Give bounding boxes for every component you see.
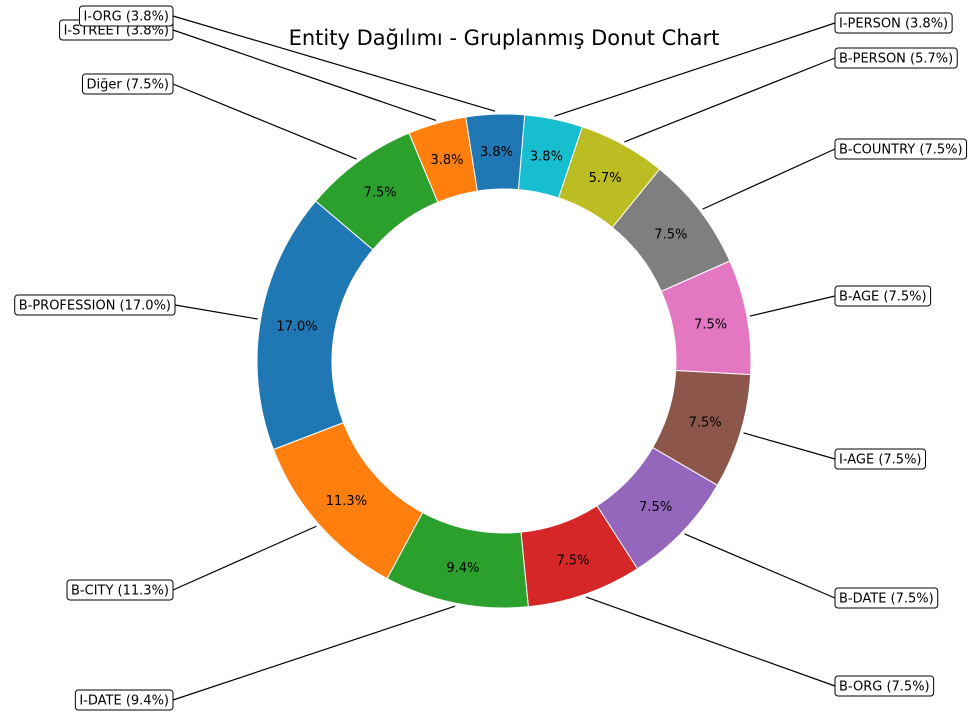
callout-box: [834, 138, 968, 160]
callout-i-org: I-ORG (3.8%): [78, 5, 174, 27]
percent-label-i-date: 9.4%: [446, 561, 479, 576]
callout-b-age: B-AGE (7.5%): [834, 285, 932, 307]
callout-box: [834, 47, 958, 69]
callout-b-city: B-CITY (11.3%): [66, 579, 174, 601]
callout-box: [834, 12, 953, 34]
callout-label: I-STREET (3.8%): [64, 24, 169, 39]
callout-box: [834, 587, 939, 609]
callout-label: B-PROFESSION (17.0%): [19, 299, 171, 314]
leader-line-b-org: [585, 596, 836, 687]
callout-label: B-AGE (7.5%): [839, 290, 927, 305]
leader-line-b-city: [172, 525, 317, 591]
callout-label: Diğer (7.5%): [86, 78, 169, 93]
percent-label-b-age: 7.5%: [694, 317, 727, 332]
callout-label: I-ORG (3.8%): [83, 10, 169, 25]
callout-box: [81, 73, 174, 95]
chart-title: Entity Dağılımı - Gruplanmış Donut Chart: [289, 26, 720, 50]
callouts-layer: I-PERSON (3.8%) B-PERSON (5.7%) B-COUNTRY …: [14, 5, 968, 711]
percent-label-b-country: 7.5%: [654, 227, 687, 242]
callout-i-age: I-AGE (7.5%): [834, 448, 926, 470]
leader-line-i-age: [743, 432, 836, 460]
leader-line-b-profession: [174, 304, 258, 320]
callout-b-date: B-DATE (7.5%): [834, 587, 939, 609]
callout-di-er: Diğer (7.5%): [81, 73, 174, 95]
callout-box: [78, 5, 174, 27]
leader-line-di-er: [172, 83, 357, 160]
callout-box: [834, 285, 932, 307]
leader-line-b-country: [702, 148, 836, 210]
percent-label-b-person: 5.7%: [589, 171, 622, 186]
callout-label: B-ORG (7.5%): [839, 680, 930, 695]
callout-b-person: B-PERSON (5.7%): [834, 47, 958, 69]
callout-box: [834, 675, 935, 697]
percent-label-i-org: 3.8%: [480, 145, 513, 160]
callout-label: B-DATE (7.5%): [839, 592, 934, 607]
leader-line-i-date: [172, 605, 456, 701]
leader-line-i-person: [554, 22, 836, 117]
callout-i-date: I-DATE (9.4%): [74, 689, 174, 711]
percent-label-i-person: 3.8%: [530, 149, 563, 164]
callout-b-profession: B-PROFESSION (17.0%): [14, 294, 176, 316]
slices-layer: [256, 113, 752, 609]
slice-i-org: [465, 113, 526, 192]
callout-label: I-DATE (9.4%): [79, 694, 169, 709]
callout-label: B-PERSON (5.7%): [839, 52, 953, 67]
leader-line-b-age: [749, 295, 836, 317]
percent-labels-layer: 3.8% 5.7% 7.5% 7.5% 7.5% 7.5% 7.5% 9.4% 11.3% 17.…: [276, 145, 727, 576]
callout-b-org: B-ORG (7.5%): [834, 675, 935, 697]
percent-label-b-city: 11.3%: [326, 494, 367, 509]
percent-label-b-profession: 17.0%: [276, 320, 317, 335]
percent-label-i-age: 7.5%: [689, 415, 722, 430]
callout-label: B-CITY (11.3%): [71, 584, 169, 599]
callout-b-country: B-COUNTRY (7.5%): [834, 138, 968, 160]
callout-i-person: I-PERSON (3.8%): [834, 12, 953, 34]
callout-label: I-AGE (7.5%): [839, 453, 922, 468]
callout-box: [14, 294, 176, 316]
callout-box: [74, 689, 174, 711]
leader-line-b-person: [624, 57, 836, 143]
callout-box: [66, 579, 174, 601]
leader-line-i-org: [172, 15, 496, 112]
callout-label: B-COUNTRY (7.5%): [839, 143, 963, 158]
percent-label-di-er: 7.5%: [364, 185, 397, 200]
callout-box: [834, 448, 926, 470]
callout-label: I-PERSON (3.8%): [839, 17, 948, 32]
leader-line-i-street: [172, 29, 437, 121]
leader-line-b-date: [684, 533, 836, 599]
percent-label-b-date: 7.5%: [639, 500, 672, 515]
percent-label-b-org: 7.5%: [557, 553, 590, 568]
percent-label-i-street: 3.8%: [430, 153, 463, 168]
